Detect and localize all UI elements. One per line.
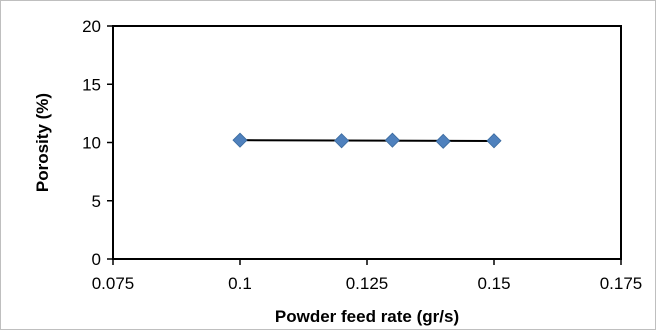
data-point [232,132,248,148]
y-tick-label: 20 [82,17,101,36]
y-tick-label: 10 [82,134,101,153]
y-tick-label: 0 [92,250,101,269]
plot-area [112,25,622,260]
x-tick-label: 0.075 [92,274,135,293]
y-axis-ticks: 0 5 10 15 20 [82,17,113,269]
y-tick-label: 5 [92,192,101,211]
x-tick-label: 0.175 [600,274,643,293]
plot-border [112,25,622,260]
data-point [486,133,502,149]
x-axis-ticks: 0.075 0.1 0.125 0.15 0.175 [92,259,643,293]
x-tick-label: 0.125 [346,274,389,293]
data-point [435,133,451,149]
trendline [239,139,495,142]
trendline-group [239,139,495,142]
x-axis-title: Powder feed rate (gr/s) [275,307,459,326]
y-tick-label: 15 [82,75,101,94]
data-point [384,132,400,148]
y-axis-title: Porosity (%) [33,93,52,192]
x-tick-label: 0.1 [228,274,252,293]
x-tick-label: 0.15 [477,274,510,293]
data-points [232,132,502,149]
data-point [334,133,350,149]
